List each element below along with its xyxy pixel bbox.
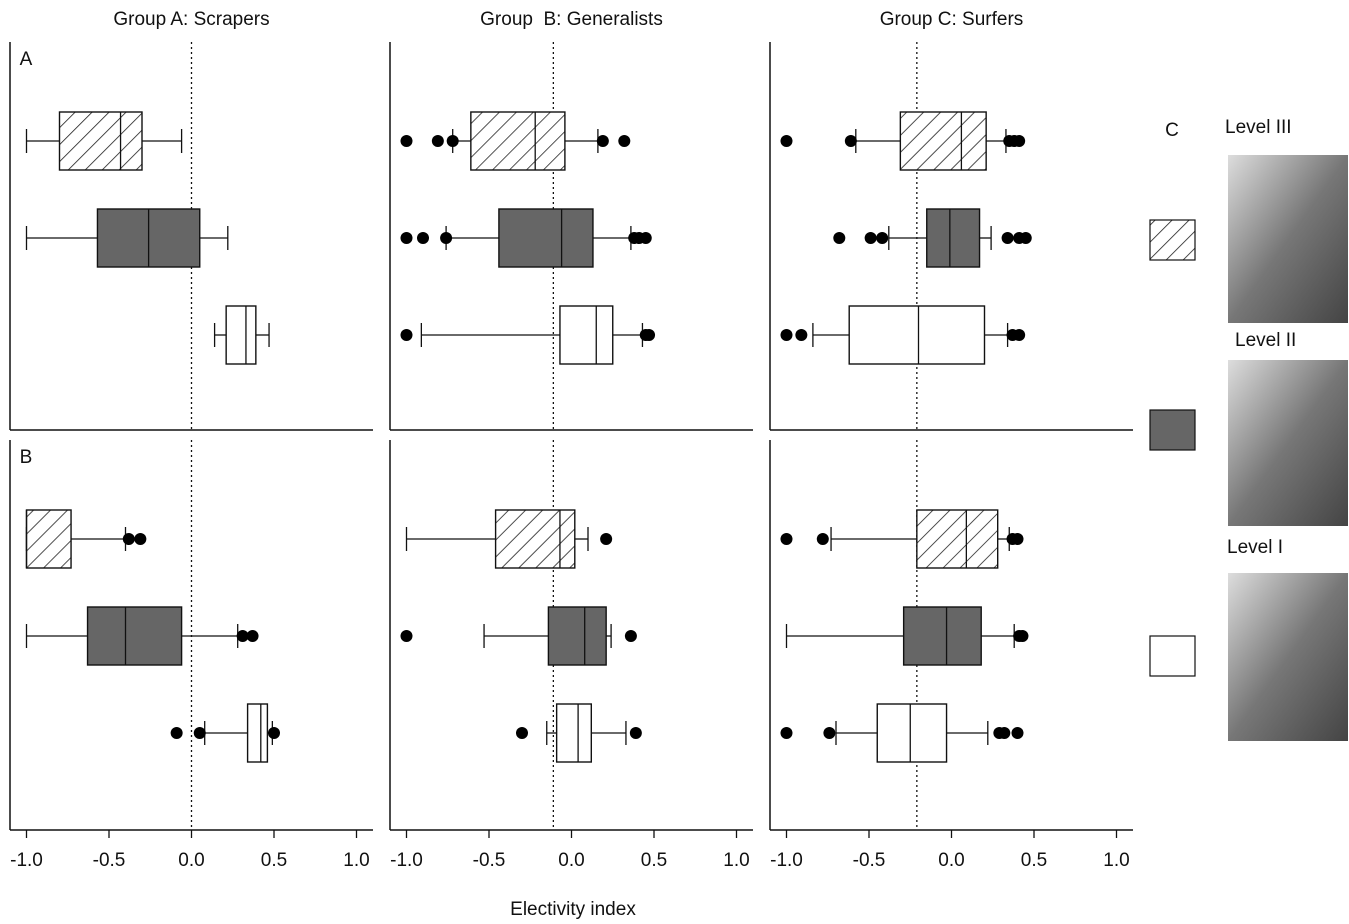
outlier <box>639 232 652 244</box>
outlier <box>440 232 453 244</box>
box <box>547 606 607 666</box>
x-tick-label: -0.5 <box>853 850 886 871</box>
x-tick-label: -1.0 <box>770 850 803 871</box>
panel-label: A <box>20 49 33 70</box>
outlier <box>122 533 135 545</box>
outlier <box>780 727 793 739</box>
x-tick-label: 0.5 <box>261 850 287 871</box>
outlier <box>516 727 528 739</box>
box <box>926 208 981 268</box>
outlier <box>400 232 413 244</box>
outlier <box>417 232 429 244</box>
legend-label: Level III <box>1225 117 1292 138</box>
box <box>902 606 982 666</box>
legend-label: Level I <box>1227 537 1283 558</box>
box <box>916 509 999 569</box>
legend-title: C <box>1165 120 1179 141</box>
legend-swatch <box>1149 219 1196 261</box>
x-tick-label: 0.5 <box>1021 850 1047 871</box>
x-tick-label: 0.0 <box>938 850 964 871</box>
box <box>876 703 948 763</box>
outlier <box>998 727 1011 739</box>
outlier <box>400 135 413 147</box>
x-tick-label: 0.0 <box>178 850 204 871</box>
outlier <box>624 630 637 642</box>
outlier <box>1013 329 1026 341</box>
outlier <box>600 533 613 545</box>
outlier <box>780 329 793 341</box>
panel-label: B <box>20 447 33 468</box>
outlier <box>446 135 459 147</box>
outlier <box>823 727 836 739</box>
outlier <box>134 533 147 545</box>
box <box>498 208 594 268</box>
outlier <box>780 533 793 545</box>
outlier <box>246 630 259 642</box>
box <box>86 606 183 666</box>
outlier <box>1013 135 1026 147</box>
box <box>225 305 257 365</box>
outlier <box>236 630 249 642</box>
panel-title: Group B: Generalists <box>480 9 663 30</box>
photo <box>1228 573 1348 741</box>
box <box>848 305 986 365</box>
x-tick-label: 0.5 <box>641 850 667 871</box>
outlier <box>643 329 656 341</box>
box <box>555 703 593 763</box>
box <box>58 111 143 171</box>
outlier <box>1019 232 1032 244</box>
outlier <box>400 329 413 341</box>
outlier <box>833 232 846 244</box>
outlier <box>795 329 808 341</box>
panel-title: Group A: Scrapers <box>113 9 269 30</box>
outlier <box>193 727 206 739</box>
outlier <box>618 135 631 147</box>
outlier <box>780 135 793 147</box>
x-tick-label: -1.0 <box>390 850 423 871</box>
x-tick-label: 1.0 <box>1103 850 1129 871</box>
outlier <box>1001 232 1014 244</box>
outlier <box>1016 630 1029 642</box>
legend-label: Level II <box>1235 330 1296 351</box>
outlier <box>596 135 609 147</box>
x-tick-label: 0.0 <box>558 850 584 871</box>
photo <box>1228 360 1348 526</box>
outlier <box>1011 533 1024 545</box>
box <box>246 703 269 763</box>
outlier <box>844 135 857 147</box>
box <box>899 111 987 171</box>
x-tick-label: -1.0 <box>10 850 43 871</box>
photo <box>1228 155 1348 323</box>
x-tick-label: 1.0 <box>343 850 369 871</box>
outlier <box>400 630 413 642</box>
box <box>494 509 576 569</box>
panel-title: Group C: Surfers <box>880 9 1024 30</box>
outlier <box>864 232 877 244</box>
box <box>25 509 72 569</box>
box <box>470 111 566 171</box>
outlier <box>268 727 280 739</box>
x-tick-label: 1.0 <box>723 850 749 871</box>
legend-swatch <box>1149 635 1196 677</box>
x-tick-label: -0.5 <box>473 850 506 871</box>
outlier <box>816 533 829 545</box>
outlier <box>876 232 889 244</box>
outlier <box>170 727 183 739</box>
legend-swatch <box>1149 409 1196 451</box>
x-tick-label: -0.5 <box>93 850 126 871</box>
outlier <box>629 727 642 739</box>
box <box>559 305 614 365</box>
outlier <box>1011 727 1024 739</box>
outlier <box>431 135 444 147</box>
x-axis-label: Electivity index <box>510 899 636 920</box>
